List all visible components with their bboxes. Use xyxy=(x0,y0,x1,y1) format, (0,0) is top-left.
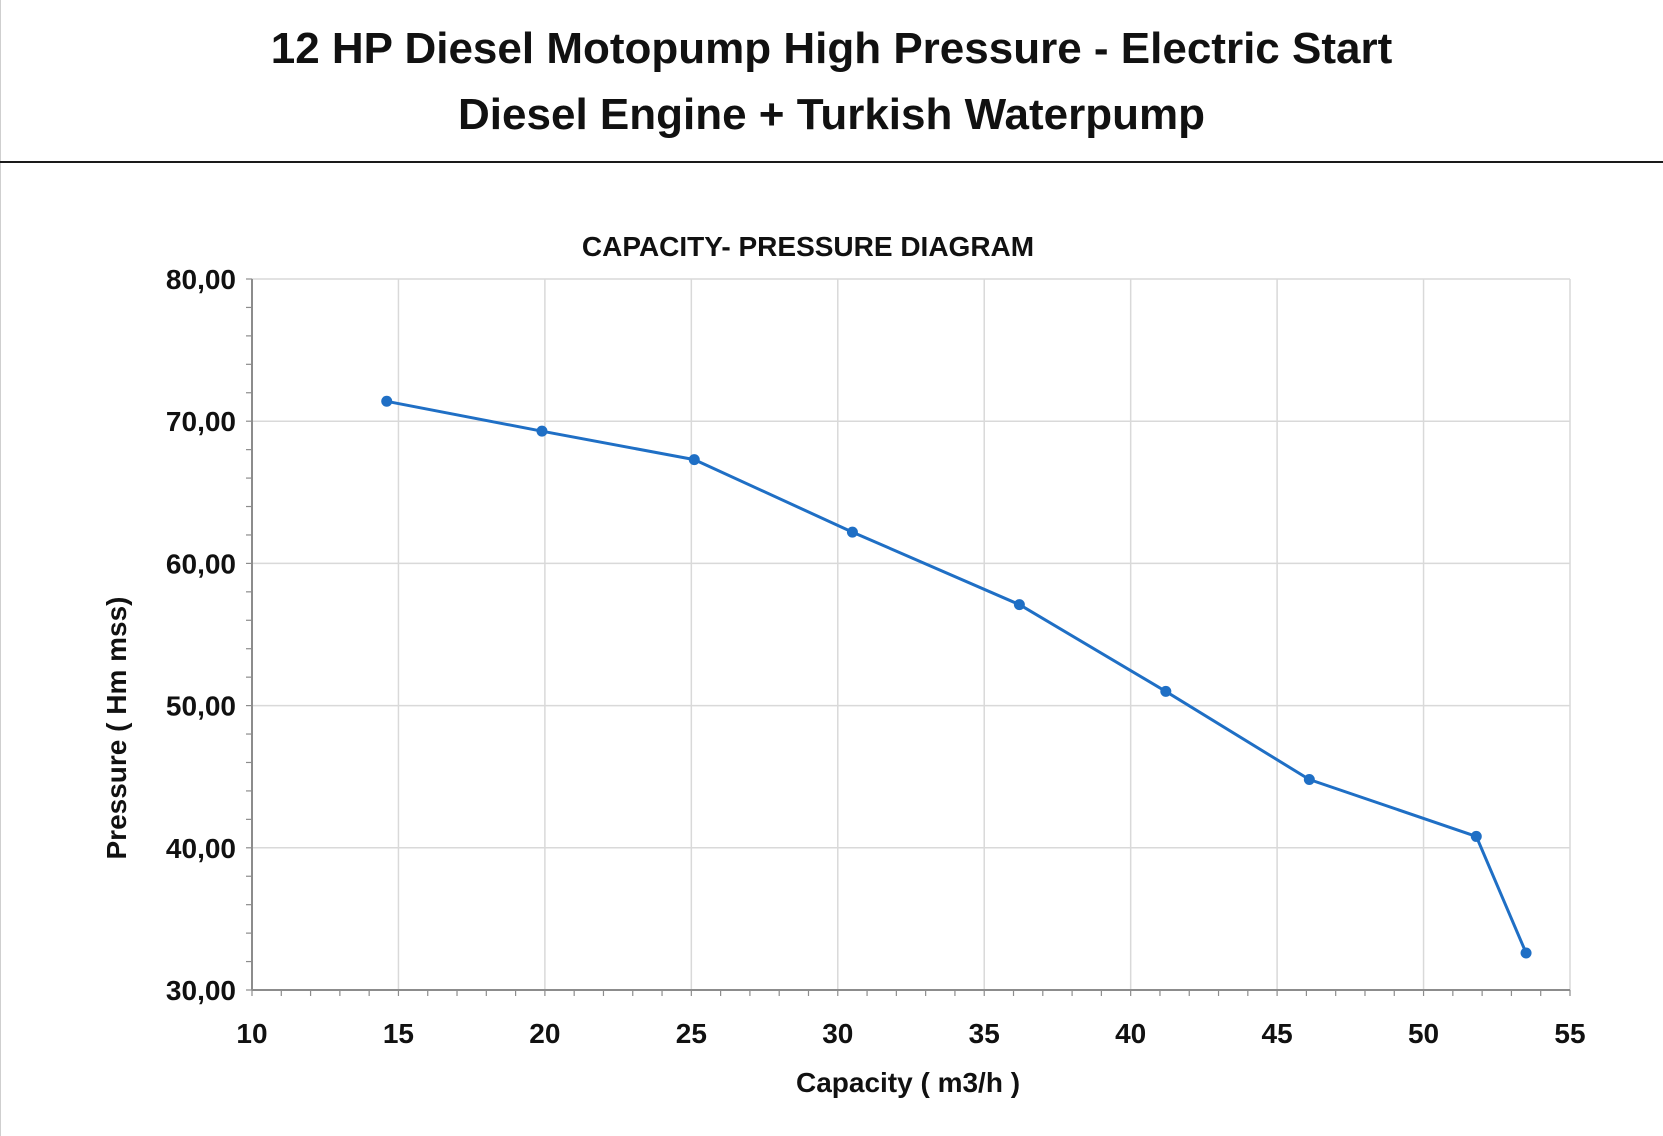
y-tick-label: 70,00 xyxy=(166,406,236,437)
chart-grid xyxy=(252,278,1571,990)
tick-labels: 10 15 20 25 30 35 40 45 50 55 30,00 40,00 50,00 60,00… xyxy=(166,264,1586,1049)
x-tick-label: 45 xyxy=(1262,1018,1293,1049)
x-tick-label: 20 xyxy=(529,1018,560,1049)
x-tick-label: 30 xyxy=(822,1018,853,1049)
x-tick-label: 55 xyxy=(1554,1018,1585,1049)
chart-title: CAPACITY- PRESSURE DIAGRAM xyxy=(582,231,1034,262)
page-title: 12 HP Diesel Motopump High Pressure - El… xyxy=(270,24,1393,73)
data-point xyxy=(688,454,700,466)
data-point xyxy=(846,526,858,538)
x-tick-label: 10 xyxy=(236,1018,267,1049)
x-tick-label: 50 xyxy=(1408,1018,1439,1049)
data-point xyxy=(1520,947,1532,959)
header-divider xyxy=(0,161,1663,163)
y-axis-label: Pressure ( Hm mss) xyxy=(101,596,132,859)
x-axis-label: Capacity ( m3/h ) xyxy=(796,1067,1020,1098)
data-point xyxy=(1303,774,1315,786)
header: 12 HP Diesel Motopump High Pressure - El… xyxy=(0,0,1663,162)
y-tick-label: 80,00 xyxy=(166,264,236,295)
data-point xyxy=(1013,599,1025,611)
data-point xyxy=(1470,830,1482,842)
x-tick-label: 15 xyxy=(383,1018,414,1049)
x-tick-label: 35 xyxy=(969,1018,1000,1049)
y-tick-label: 60,00 xyxy=(166,548,236,579)
page-subtitle: Diesel Engine + Turkish Waterpump xyxy=(458,90,1205,139)
y-tick-label: 50,00 xyxy=(166,691,236,722)
y-tick-label: 40,00 xyxy=(166,833,236,864)
series-line xyxy=(386,399,1528,954)
chart-axes xyxy=(246,278,1571,996)
data-series xyxy=(381,395,1532,959)
data-point xyxy=(381,395,393,407)
y-tick-label: 30,00 xyxy=(166,975,236,1006)
data-point xyxy=(536,425,548,437)
x-tick-label: 40 xyxy=(1115,1018,1146,1049)
data-point xyxy=(1160,685,1172,697)
x-tick-label: 25 xyxy=(676,1018,707,1049)
